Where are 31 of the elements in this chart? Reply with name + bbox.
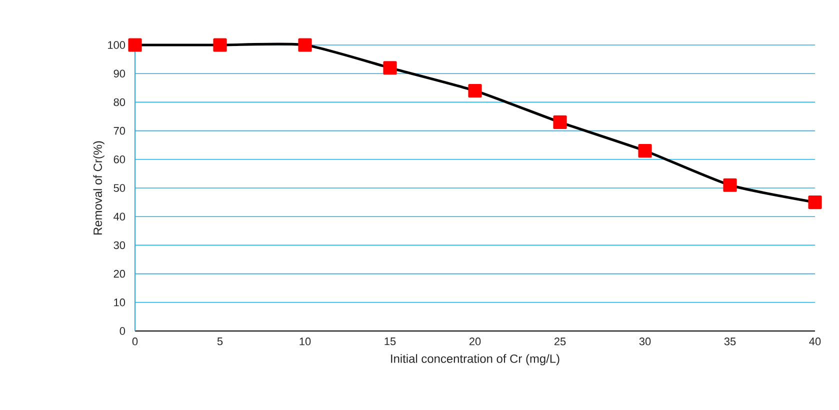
point	[128, 38, 142, 52]
point	[723, 178, 737, 192]
y-tick-label: 40	[114, 212, 126, 220]
point	[383, 61, 397, 75]
y-tick-label: 20	[114, 270, 126, 278]
y-tick-label: 50	[114, 184, 126, 192]
x-tick-label: 0	[132, 338, 138, 346]
x-tick-label: 40	[809, 338, 821, 346]
x-tick-label: 5	[217, 338, 223, 346]
x-tick-label: 35	[724, 338, 736, 346]
y-tick-label: 70	[114, 126, 126, 135]
y-tick-label: 90	[114, 70, 126, 78]
point	[638, 144, 652, 158]
y-tick-label: 10	[114, 298, 126, 306]
x-axis-title: Initial concentration of Cr (mg/L)	[391, 354, 560, 366]
y-tick-label: 60	[114, 156, 126, 164]
y-tick-label: 80	[114, 98, 126, 106]
y-tick-label: 100	[108, 41, 126, 49]
y-axis-title: Removal of Cr(%)	[93, 141, 104, 235]
point	[553, 115, 567, 130]
y-tick-label: 0	[120, 327, 126, 335]
x-tick-label: 20	[469, 338, 481, 346]
x-tick-label: 10	[300, 338, 311, 346]
x-tick-label: 15	[384, 338, 396, 346]
x-tick-label: 30	[639, 338, 651, 346]
y-tick-label: 30	[114, 241, 126, 250]
point	[808, 196, 822, 210]
point	[298, 38, 312, 52]
point	[213, 38, 227, 52]
x-tick-label: 25	[554, 338, 566, 346]
point	[468, 84, 482, 98]
